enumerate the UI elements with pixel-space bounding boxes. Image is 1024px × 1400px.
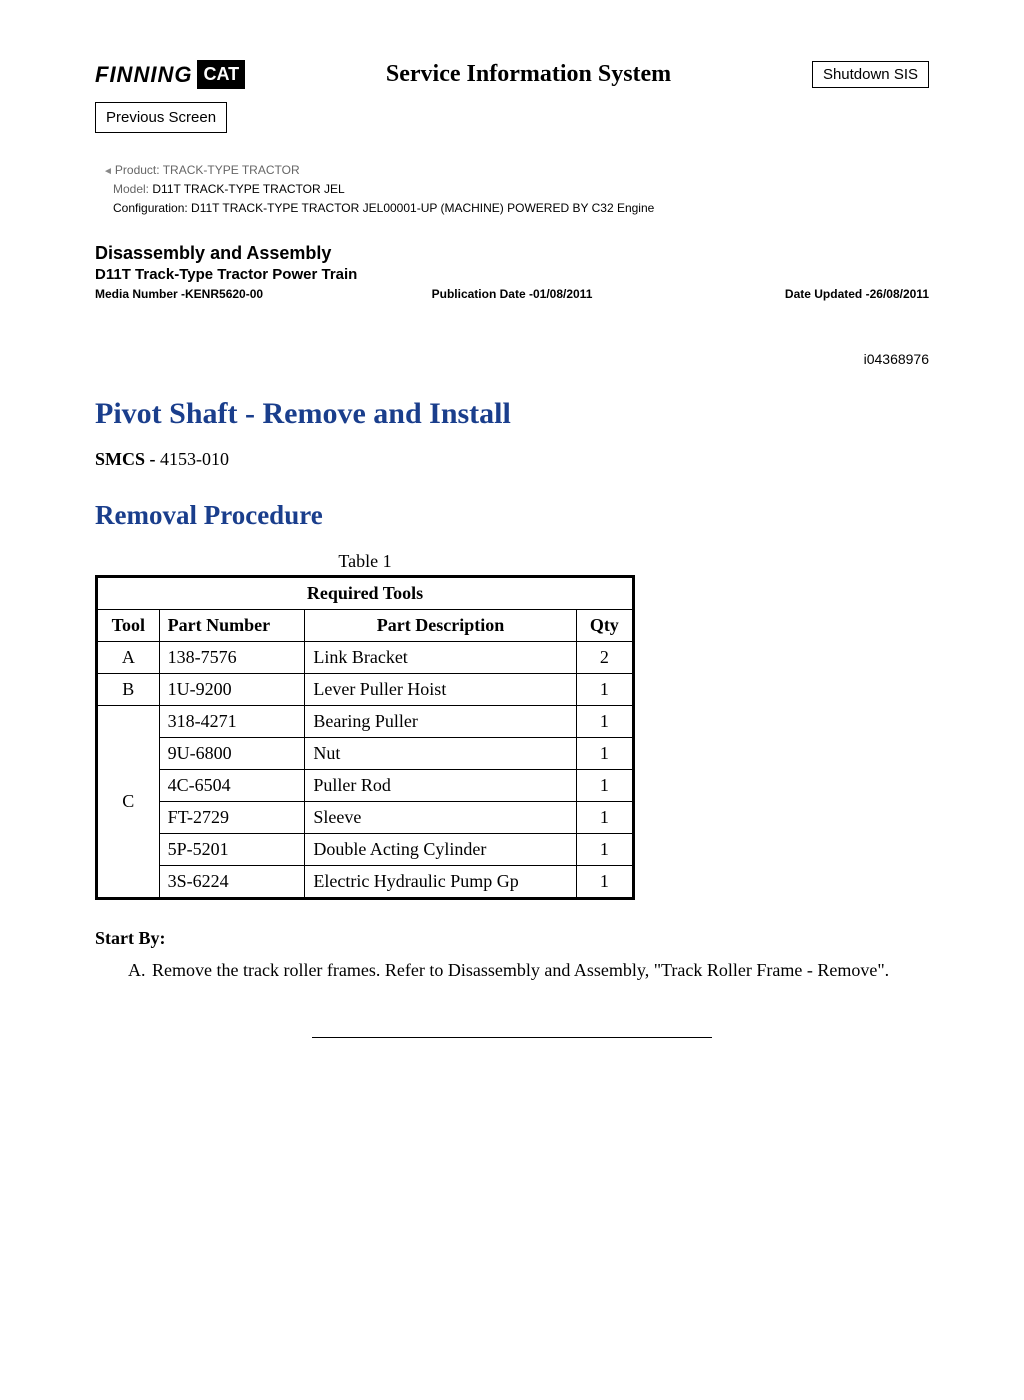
cell-desc: Electric Hydraulic Pump Gp [305,866,576,899]
col-partdesc: Part Description [305,610,576,642]
meta-model: Model: D11T TRACK-TYPE TRACTOR JEL [113,182,929,196]
list-item: Remove the track roller frames. Refer to… [150,959,929,982]
date-updated: Date Updated -26/08/2011 [651,287,929,301]
meta-value: D11T TRACK-TYPE TRACTOR JEL [149,182,345,196]
cell-pn: 318-4271 [159,706,305,738]
cell-desc: Nut [305,738,576,770]
smcs-label: SMCS - [95,449,160,469]
meta-label: Model: [113,182,149,196]
cell-desc: Sleeve [305,802,576,834]
procedure-title: Removal Procedure [95,500,929,531]
cell-qty: 1 [576,738,633,770]
cell-qty: 1 [576,866,633,899]
cell-pn: 1U-9200 [159,674,305,706]
required-tools-table-wrap: Table 1 Required Tools Tool Part Number … [95,551,635,900]
meta-product: ◄Product: TRACK-TYPE TRACTOR [103,163,929,177]
cell-desc: Bearing Puller [305,706,576,738]
media-number: Media Number -KENR5620-00 [95,287,373,301]
previous-screen-button[interactable]: Previous Screen [95,102,227,133]
meta-label: Product: [115,163,160,177]
header-bar: FINNING CAT Service Information System S… [95,60,929,89]
cell-desc: Link Bracket [305,642,576,674]
cell-tool: A [97,642,160,674]
cell-pn: 138-7576 [159,642,305,674]
meta-label: Configuration: [113,201,188,215]
system-title: Service Information System [386,61,671,88]
cell-pn: 4C-6504 [159,770,305,802]
col-qty: Qty [576,610,633,642]
back-arrow-icon[interactable]: ◄ [103,166,113,177]
cell-desc: Lever Puller Hoist [305,674,576,706]
page-title: Pivot Shaft - Remove and Install [95,397,929,431]
table-row: B 1U-9200 Lever Puller Hoist 1 [97,674,634,706]
start-by-list: Remove the track roller frames. Refer to… [95,959,929,982]
col-tool: Tool [97,610,160,642]
logo-badge: CAT [197,60,245,89]
publication-row: Media Number -KENR5620-00 Publication Da… [95,287,929,301]
start-by-label: Start By: [95,928,929,949]
table-column-row: Tool Part Number Part Description Qty [97,610,634,642]
product-meta: ◄Product: TRACK-TYPE TRACTOR Model: D11T… [95,163,929,215]
meta-value: D11T TRACK-TYPE TRACTOR JEL00001-UP (MAC… [188,201,655,215]
cell-qty: 1 [576,834,633,866]
cell-qty: 1 [576,706,633,738]
smcs-code: SMCS - 4153-010 [95,449,929,470]
logo: FINNING CAT [95,60,245,89]
table-row: FT-2729 Sleeve 1 [97,802,634,834]
meta-value: TRACK-TYPE TRACTOR [160,163,300,177]
cell-desc: Puller Rod [305,770,576,802]
table-row: A 138-7576 Link Bracket 2 [97,642,634,674]
smcs-value: 4153-010 [160,449,229,469]
table-caption: Table 1 [95,551,635,572]
logo-text: FINNING [95,62,192,88]
table-row: 9U-6800 Nut 1 [97,738,634,770]
cell-tool: C [97,706,160,899]
cell-pn: 9U-6800 [159,738,305,770]
table-row: 3S-6224 Electric Hydraulic Pump Gp 1 [97,866,634,899]
cell-qty: 1 [576,674,633,706]
doc-id: i04368976 [95,351,929,367]
section-title: Disassembly and Assembly [95,243,929,264]
meta-config: Configuration: D11T TRACK-TYPE TRACTOR J… [113,201,929,215]
cell-tool: B [97,674,160,706]
cell-qty: 1 [576,802,633,834]
cell-pn: 5P-5201 [159,834,305,866]
table-header: Required Tools [97,577,634,610]
table-row: C 318-4271 Bearing Puller 1 [97,706,634,738]
table-row: 5P-5201 Double Acting Cylinder 1 [97,834,634,866]
section-subtitle: D11T Track-Type Tractor Power Train [95,266,929,283]
required-tools-table: Required Tools Tool Part Number Part Des… [95,575,635,900]
cell-qty: 1 [576,770,633,802]
cell-desc: Double Acting Cylinder [305,834,576,866]
cell-qty: 2 [576,642,633,674]
table-row: 4C-6504 Puller Rod 1 [97,770,634,802]
shutdown-button[interactable]: Shutdown SIS [812,61,929,88]
cell-pn: 3S-6224 [159,866,305,899]
publication-date: Publication Date -01/08/2011 [373,287,651,301]
separator [312,1037,712,1038]
col-partnum: Part Number [159,610,305,642]
cell-pn: FT-2729 [159,802,305,834]
